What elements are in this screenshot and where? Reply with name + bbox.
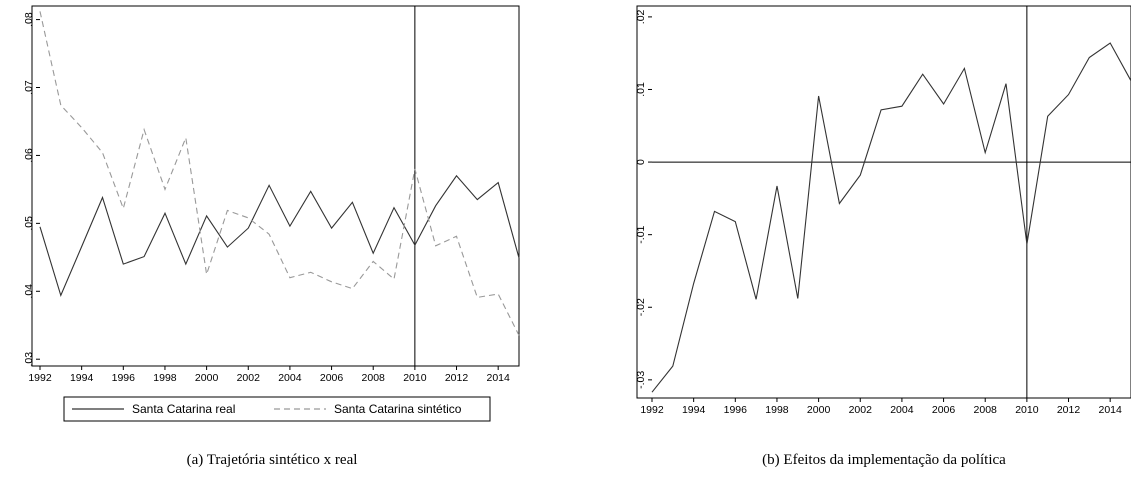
legend-label-synthetic: Santa Catarina sintético bbox=[334, 402, 462, 416]
y-tick-label: .06 bbox=[23, 148, 35, 163]
caption-a: (a) Trajetória sintético x real bbox=[187, 452, 358, 468]
legend-box bbox=[63, 396, 491, 422]
x-tick-label: 1998 bbox=[153, 372, 177, 384]
legend-label-real: Santa Catarina real bbox=[132, 402, 235, 416]
x-tick-label: 2000 bbox=[807, 404, 831, 416]
x-tick-label: 2010 bbox=[403, 372, 427, 384]
series-line-effect bbox=[651, 42, 1131, 393]
legend: Santa Catarina real Santa Catarina sinté… bbox=[63, 396, 491, 422]
y-tick-label: .05 bbox=[23, 216, 35, 231]
y-tick-label: .07 bbox=[23, 80, 35, 95]
chart-panel-a: .03 .04 .05 .06 .07 .08 1992 1994 1996 1998 2000 2… bbox=[23, 5, 520, 468]
x-tick-label: 2012 bbox=[1057, 404, 1081, 416]
series-lines bbox=[39, 6, 520, 366]
x-tick-label: 2002 bbox=[849, 404, 873, 416]
series-line-real bbox=[39, 174, 520, 298]
caption-b: (b) Efeitos da implementação da política bbox=[762, 452, 1006, 468]
series-line-synthetic bbox=[39, 11, 520, 336]
x-axis: 1992 1994 1996 1998 2000 2002 2004 2006 2008 2010… bbox=[28, 366, 510, 384]
x-tick-label: 1994 bbox=[682, 404, 706, 416]
x-tick-label: 1992 bbox=[640, 404, 664, 416]
x-axis: 1992 1994 1996 1998 2000 2002 2004 2006 2008 2010… bbox=[640, 398, 1122, 416]
x-tick-label: 2002 bbox=[237, 372, 261, 384]
x-tick-label: 2000 bbox=[195, 372, 219, 384]
plot-area-frame bbox=[31, 5, 520, 367]
x-tick-label: 1996 bbox=[112, 372, 136, 384]
x-tick-label: 1998 bbox=[765, 404, 789, 416]
y-axis: -.03 -.02 -.01 0 .01 .02 bbox=[635, 9, 652, 389]
x-tick-label: 1996 bbox=[724, 404, 748, 416]
plot-area-frame bbox=[636, 5, 1131, 399]
x-tick-label: 2008 bbox=[974, 404, 998, 416]
y-tick-label: .04 bbox=[23, 284, 35, 299]
x-tick-label: 2004 bbox=[278, 372, 302, 384]
x-tick-label: 2004 bbox=[890, 404, 914, 416]
x-tick-label: 2010 bbox=[1015, 404, 1039, 416]
y-tick-label: 0 bbox=[635, 159, 647, 165]
chart-panel-b: -.03 -.02 -.01 0 .01 .02 1992 1994 1996 1998 2000… bbox=[635, 5, 1131, 468]
y-tick-label: .02 bbox=[635, 9, 647, 24]
x-tick-label: 2006 bbox=[320, 372, 344, 384]
y-tick-label: -.01 bbox=[635, 225, 647, 243]
y-axis: .03 .04 .05 .06 .07 .08 bbox=[23, 12, 40, 367]
y-tick-label: .08 bbox=[23, 12, 35, 27]
y-tick-label: -.03 bbox=[635, 371, 647, 389]
x-tick-label: 2014 bbox=[1098, 404, 1122, 416]
y-tick-label: -.02 bbox=[635, 298, 647, 316]
x-tick-label: 2014 bbox=[486, 372, 510, 384]
x-tick-label: 2012 bbox=[445, 372, 469, 384]
y-tick-label: .01 bbox=[635, 82, 647, 97]
x-tick-label: 2008 bbox=[362, 372, 386, 384]
y-tick-label: .03 bbox=[23, 352, 35, 367]
x-tick-label: 1994 bbox=[70, 372, 94, 384]
x-tick-label: 2006 bbox=[932, 404, 956, 416]
series-lines bbox=[651, 6, 1131, 398]
x-tick-label: 1992 bbox=[28, 372, 52, 384]
